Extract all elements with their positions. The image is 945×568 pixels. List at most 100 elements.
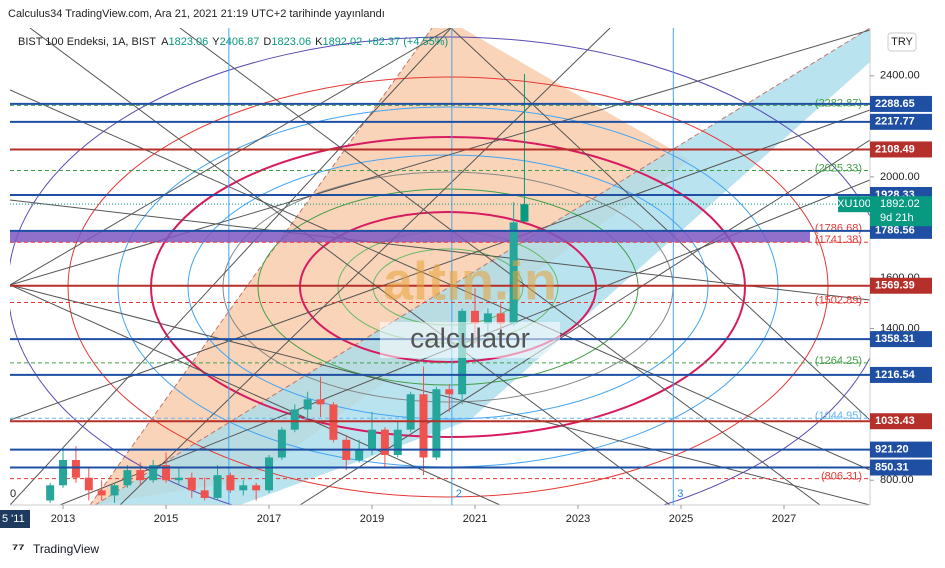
- countdown: 9d 21h: [880, 212, 914, 224]
- dashed-level-label: (1044.95): [815, 410, 862, 422]
- y-tick-label: 800.00: [880, 474, 914, 486]
- ohlc-value: 1823.06: [169, 36, 209, 48]
- level-label: 1569.39: [875, 280, 915, 292]
- last-price: 1892.02: [880, 198, 920, 210]
- x-tick-label: 2023: [566, 513, 590, 525]
- level-box: [870, 331, 932, 348]
- candle-body: [265, 457, 274, 491]
- candle-body: [239, 485, 248, 491]
- triangle-edge: [89, 28, 433, 505]
- level-box: [870, 459, 932, 476]
- x-tick-label: 2025: [669, 513, 693, 525]
- x-tick-label: 2021: [463, 513, 487, 525]
- symbol: BIST 100 Endeksi, 1A, BIST: [18, 36, 156, 48]
- level-label: 1033.43: [875, 415, 915, 427]
- header-title: Calculus34 TradingView.com, Ara 21, 2021…: [8, 8, 385, 20]
- watermark-logo: altın.in: [383, 251, 557, 311]
- dashed-level-label: (2025.33): [815, 162, 862, 174]
- candle-body: [496, 313, 505, 324]
- drawings: [10, 28, 870, 505]
- fan-lines: [10, 28, 870, 505]
- candle-body: [200, 490, 209, 498]
- level-box: [870, 222, 932, 239]
- x-tick-label: 2015: [154, 513, 178, 525]
- ohlc-label: A: [161, 36, 169, 48]
- dashed-level-label: (1741.38): [815, 234, 862, 246]
- candle-body: [380, 429, 389, 455]
- ohlc-value: 1892.02: [322, 36, 362, 48]
- candle-body: [123, 470, 132, 486]
- candle-body: [110, 485, 119, 496]
- change: +82.37 (+4.55%): [366, 36, 448, 48]
- x-tick-label: 2017: [257, 513, 281, 525]
- ohlc-label: D: [263, 36, 271, 48]
- candle-body: [520, 204, 529, 222]
- y-tick-label: 2000.00: [880, 171, 920, 183]
- candle-body: [162, 465, 171, 481]
- candle-body: [368, 429, 377, 450]
- x-tick-label: 2013: [51, 513, 75, 525]
- y-tick-label: 2400.00: [880, 70, 920, 82]
- candle-body: [71, 460, 80, 478]
- y-edge-label: 0: [10, 488, 16, 500]
- candle-body: [483, 313, 492, 324]
- ohlc-label: Y: [212, 36, 220, 48]
- candle-body: [277, 429, 286, 458]
- level-label: 2108.49: [875, 143, 915, 155]
- candle-body: [290, 409, 299, 430]
- triangle-zone: [90, 28, 690, 505]
- candle-body: [303, 399, 312, 410]
- currency: TRY: [891, 36, 913, 48]
- cycle-label: 3: [677, 488, 683, 500]
- watermark-box: [380, 322, 560, 358]
- x-edge-box: [0, 510, 30, 528]
- candle-body: [187, 477, 196, 491]
- level-box: [870, 141, 932, 158]
- level-label: 850.31: [875, 461, 909, 473]
- candle-body: [393, 429, 402, 455]
- footer-brand: TradingView: [33, 542, 99, 556]
- level-box: [870, 95, 932, 112]
- dashed-level-label: (1264.25): [815, 355, 862, 367]
- overlay: Calculus34 TradingView.com, Ara 21, 2021…: [0, 8, 917, 558]
- candle-body: [445, 389, 454, 395]
- dashed-level-label: (1786.68): [815, 223, 862, 235]
- level-box: [870, 277, 932, 294]
- candle-body: [316, 399, 325, 405]
- watermark: altın.in calculator: [380, 251, 560, 358]
- dashed-level-label: (806.31): [821, 471, 862, 483]
- ticker: XU100: [837, 198, 871, 210]
- level-box: [870, 113, 932, 130]
- currency-button[interactable]: [887, 32, 917, 52]
- level-label: 1786.56: [875, 225, 915, 237]
- dashed-level-label: (1502.89): [815, 294, 862, 306]
- ohlc-label: K: [315, 36, 323, 48]
- candle-body: [406, 394, 415, 430]
- candle-body: [432, 389, 441, 458]
- footer-logo: ⁷⁷: [12, 541, 24, 558]
- x-tick-label: 2019: [360, 513, 384, 525]
- ohlc-value: 1823.06: [271, 36, 311, 48]
- candle-body: [136, 470, 145, 481]
- level-label: 2288.65: [875, 98, 915, 110]
- level-label: 2217.77: [875, 116, 915, 128]
- ellipses: [10, 36, 870, 505]
- level-label: 1358.31: [875, 333, 915, 345]
- cycle-label: 2: [456, 488, 462, 500]
- level-label: 1216.54: [875, 369, 916, 381]
- candle-body: [97, 490, 106, 496]
- x-tick-label: 2027: [772, 513, 796, 525]
- ohlc-value: 2406.87: [220, 36, 260, 48]
- candle-body: [174, 477, 183, 481]
- candle-body: [419, 394, 428, 458]
- candle-body: [509, 222, 518, 324]
- candle-body: [59, 460, 68, 486]
- candle-body: [226, 475, 235, 491]
- candle-body: [355, 449, 364, 461]
- last-price-box: [870, 196, 932, 227]
- candle-body: [471, 310, 480, 324]
- legend: BIST 100 Endeksi, 1A, BIST A1823.06 Y2406.…: [18, 36, 448, 48]
- level-box: [870, 366, 932, 383]
- level-box: [870, 441, 932, 458]
